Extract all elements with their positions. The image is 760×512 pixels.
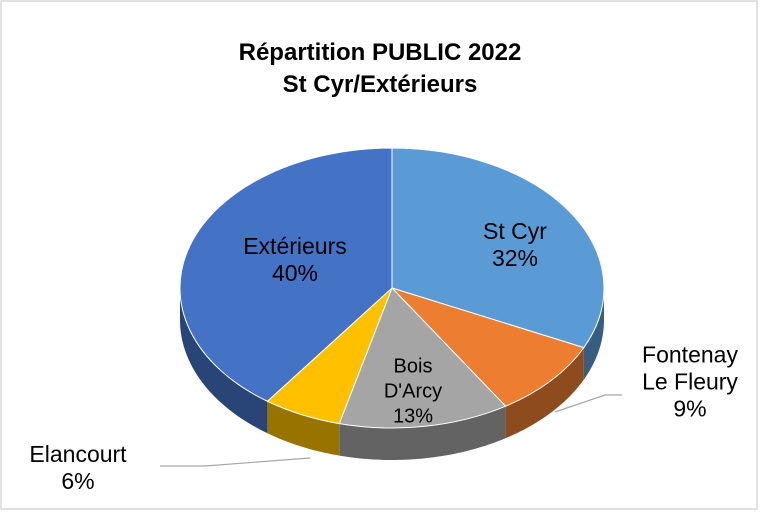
value-label: 13% [392, 405, 434, 428]
data-label: Bois D'Arcy 13% [368, 355, 458, 430]
category-label: St Cyr [483, 218, 547, 244]
value-label: 9% [673, 395, 707, 422]
category-label: Bois D'Arcy [383, 355, 443, 403]
slice [391, 287, 585, 407]
category-label: Elancourt [29, 441, 127, 467]
category-label: Fontenay Le Fleury [642, 341, 738, 395]
slice [338, 287, 507, 429]
value-label: 32% [491, 245, 539, 271]
value-label: 6% [61, 468, 95, 494]
leader-line [160, 457, 311, 467]
slice-side [339, 406, 506, 460]
leader-line [554, 394, 622, 413]
slice-side [180, 288, 268, 434]
slice-side [267, 401, 340, 456]
slice [391, 147, 605, 349]
category-label: Extérieurs [243, 233, 347, 259]
data-label: Extérieurs 40% [230, 233, 360, 287]
chart-subtitle: St Cyr/Extérieurs [282, 71, 478, 98]
slice [179, 147, 393, 402]
data-label: Fontenay Le Fleury 9% [630, 342, 750, 423]
value-label: 40% [271, 260, 319, 286]
slice-side [583, 288, 604, 380]
data-label: St Cyr 32% [465, 218, 565, 272]
data-label: Elancourt 6% [8, 441, 148, 495]
chart-title: Répartition PUBLIC 2022 [238, 39, 522, 66]
